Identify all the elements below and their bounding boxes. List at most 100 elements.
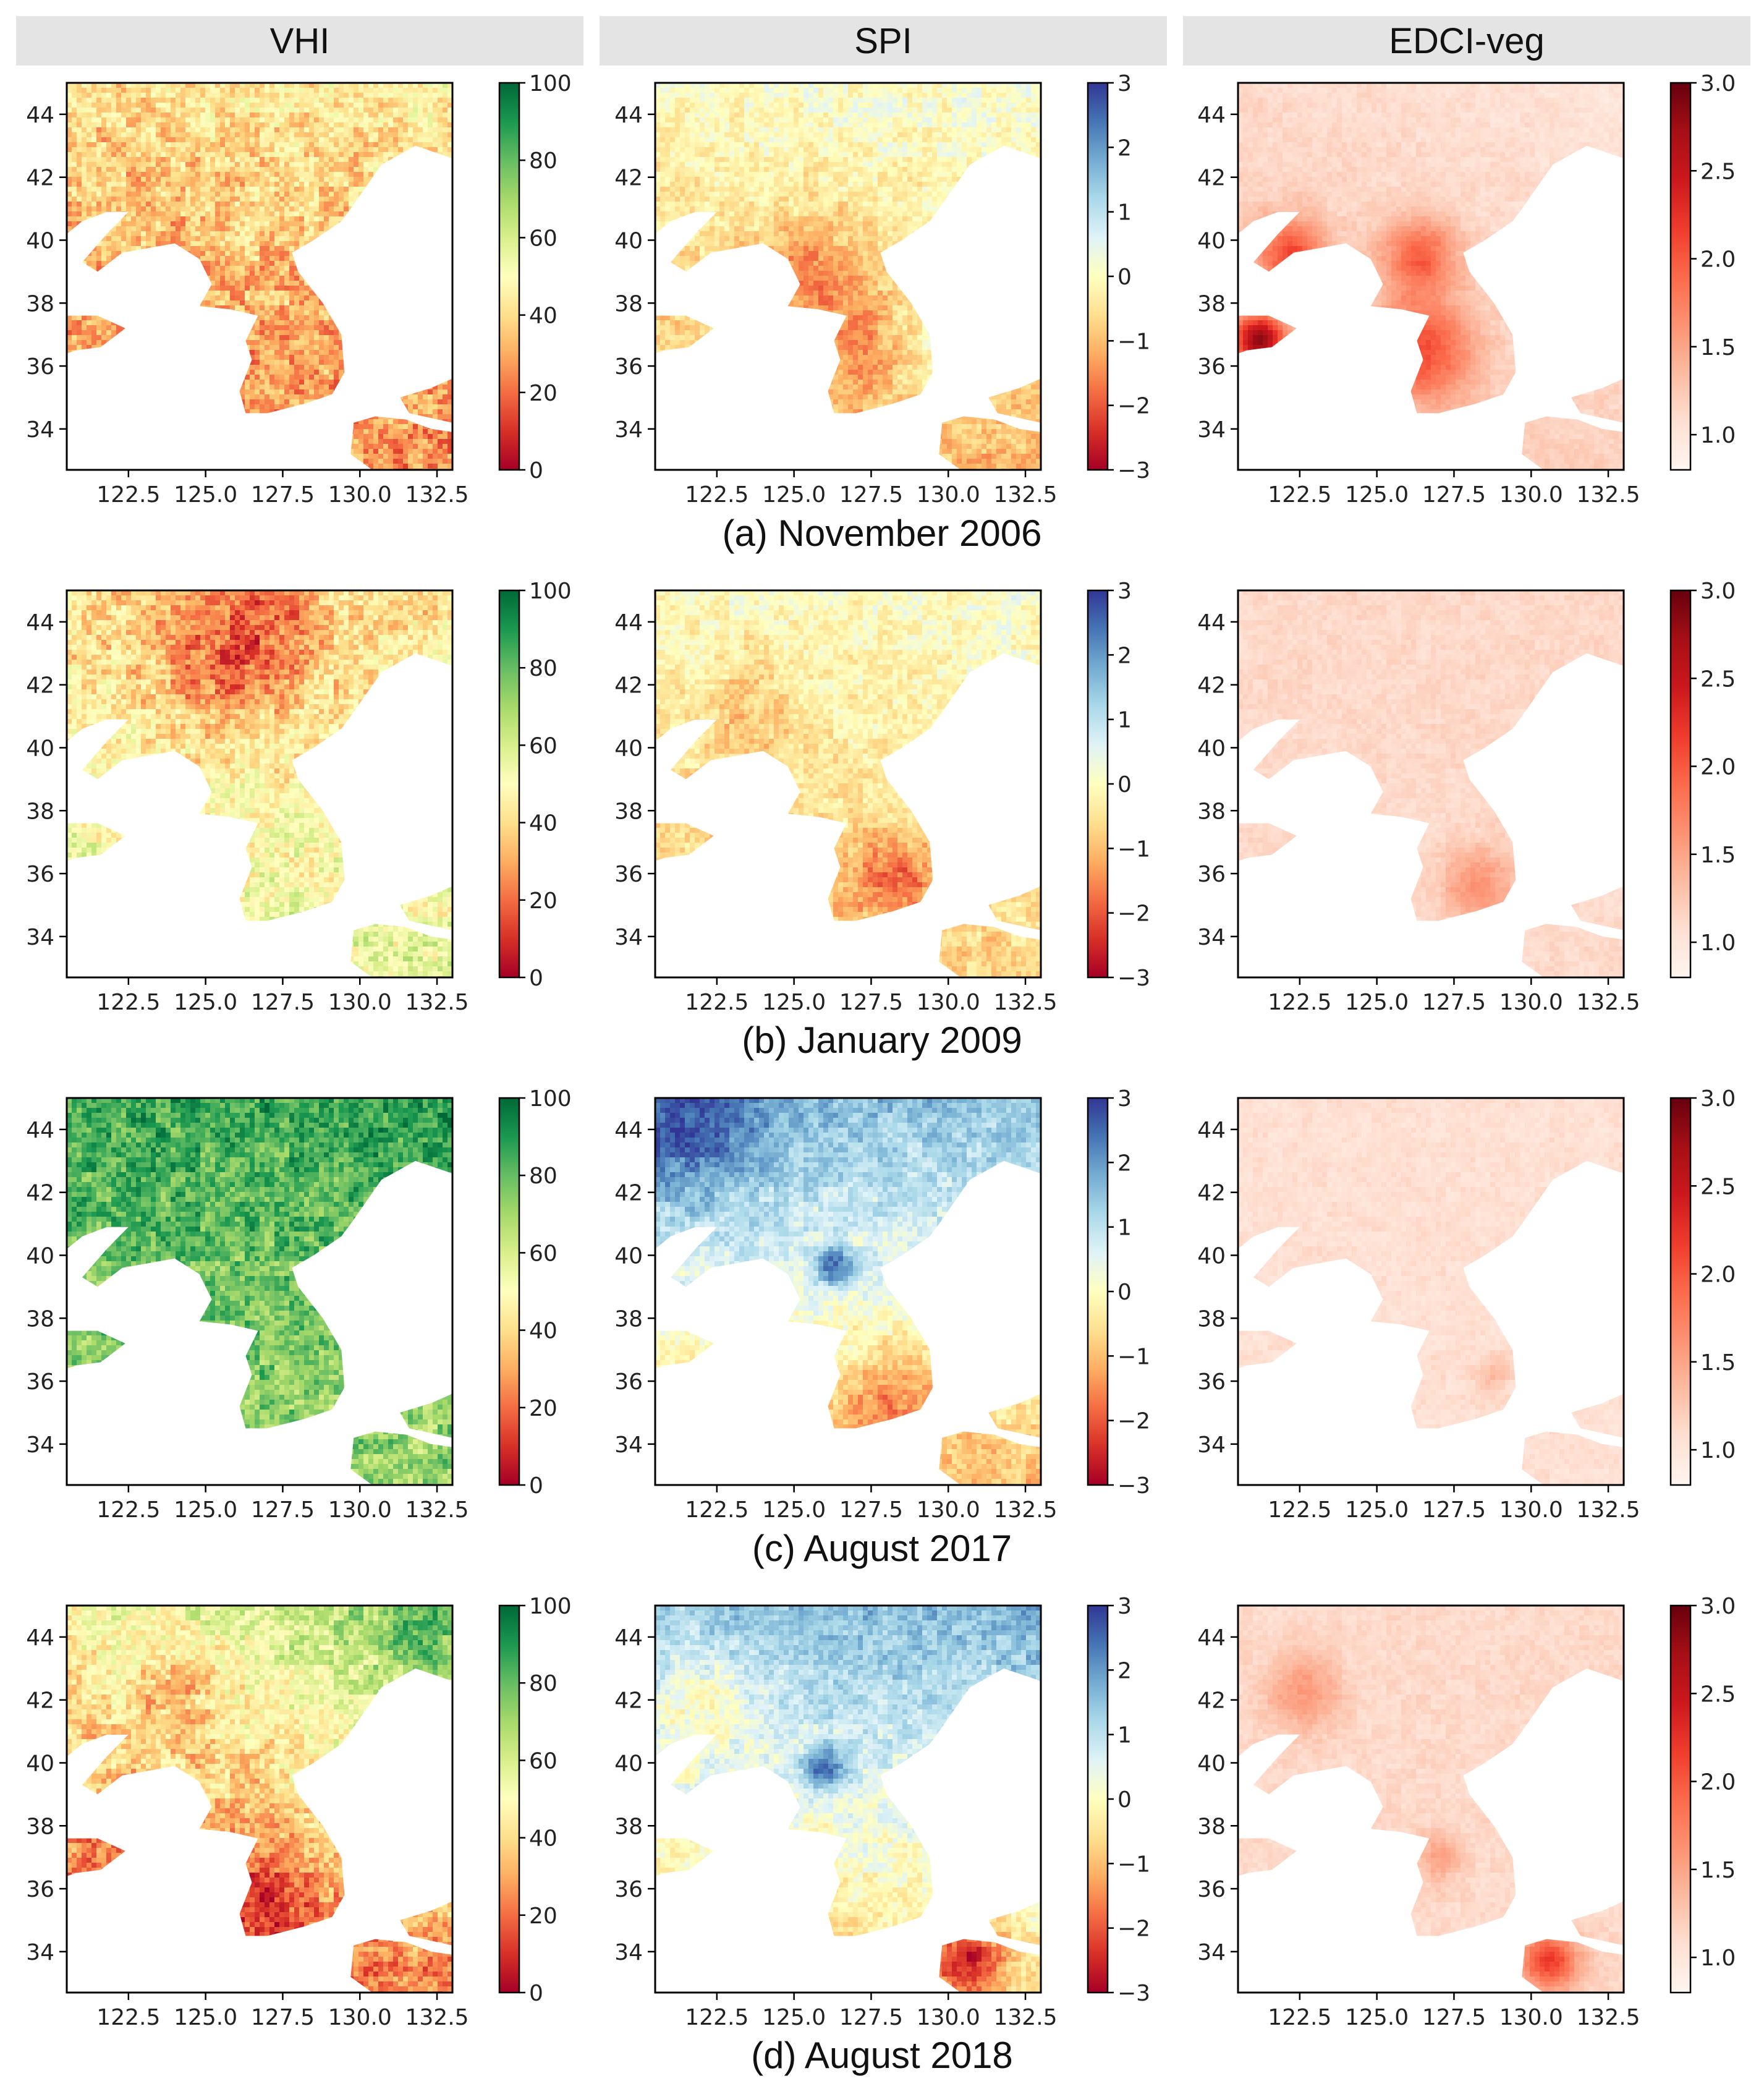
heatmap-cell	[433, 256, 438, 262]
heatmap-cell	[171, 241, 176, 247]
heatmap-cell	[289, 370, 295, 375]
heatmap-cell	[398, 231, 404, 237]
heatmap-cell	[309, 202, 315, 207]
heatmap-cell	[294, 251, 300, 257]
heatmap-cell	[210, 122, 216, 128]
heatmap-cell	[265, 226, 270, 232]
heatmap-cell	[269, 251, 275, 257]
heatmap-cell	[368, 103, 374, 108]
heatmap-cell	[230, 137, 235, 143]
heatmap-cell	[398, 251, 404, 257]
heatmap-cell	[319, 108, 324, 113]
heatmap-cell	[156, 221, 161, 227]
heatmap-cell	[225, 296, 231, 301]
heatmap-cell	[255, 127, 260, 133]
heatmap-cell	[373, 281, 379, 286]
heatmap-cell	[106, 147, 112, 153]
heatmap-cell	[230, 147, 235, 153]
heatmap-cell	[329, 202, 334, 207]
heatmap-cell	[106, 132, 112, 138]
heatmap-cell	[314, 375, 320, 380]
heatmap-cell	[358, 380, 364, 385]
heatmap-cell	[161, 211, 166, 217]
heatmap-cell	[171, 211, 176, 217]
heatmap-cell	[403, 231, 409, 237]
heatmap-cell	[294, 305, 300, 311]
heatmap-cell	[210, 202, 216, 207]
heatmap-cell	[378, 172, 384, 177]
heatmap-cell	[329, 226, 334, 232]
heatmap-cell	[438, 113, 443, 118]
heatmap-cell	[141, 330, 146, 336]
heatmap-cell	[210, 231, 216, 237]
heatmap-cell	[180, 157, 186, 163]
heatmap-cell	[200, 241, 206, 247]
heatmap-cell	[413, 137, 418, 143]
heatmap-cell	[210, 192, 216, 197]
heatmap-cell	[87, 251, 92, 257]
heatmap-cell	[289, 286, 295, 291]
heatmap-cell	[418, 325, 423, 331]
heatmap-cell	[433, 286, 438, 291]
heatmap-cell	[121, 355, 127, 360]
heatmap-cell	[294, 108, 300, 113]
heatmap-cell	[220, 162, 226, 168]
heatmap-cell	[230, 330, 235, 336]
heatmap-cell	[438, 251, 443, 257]
heatmap-cell	[274, 335, 280, 341]
heatmap-cell	[245, 310, 250, 316]
heatmap-cell	[171, 187, 176, 192]
heatmap-cell	[349, 246, 354, 252]
heatmap-cell	[166, 197, 171, 202]
heatmap-cell	[171, 103, 176, 108]
heatmap-cell	[180, 266, 186, 271]
heatmap-cell	[72, 226, 77, 232]
heatmap-cell	[96, 241, 102, 247]
heatmap-cell	[398, 216, 404, 222]
heatmap-cell	[195, 315, 201, 321]
heatmap-cell	[235, 98, 240, 103]
heatmap-cell	[319, 261, 324, 266]
heatmap-cell	[299, 103, 305, 108]
heatmap-cell	[225, 93, 231, 98]
heatmap-cell	[111, 127, 117, 133]
heatmap-cell	[363, 132, 369, 138]
heatmap-cell	[205, 93, 211, 98]
heatmap-cell	[151, 88, 156, 93]
heatmap-cell	[413, 375, 418, 380]
heatmap-cell	[96, 216, 102, 222]
heatmap-cell	[240, 251, 245, 257]
heatmap-cell	[185, 192, 191, 197]
heatmap-cell	[304, 310, 310, 316]
heatmap-cell	[368, 305, 374, 311]
heatmap-cell	[309, 182, 315, 187]
heatmap-cell	[91, 202, 97, 207]
heatmap-cell	[245, 296, 250, 301]
heatmap-cell	[171, 236, 176, 242]
heatmap-cell	[151, 340, 156, 346]
heatmap-cell	[299, 310, 305, 316]
heatmap-cell	[87, 286, 92, 291]
heatmap-cell	[121, 103, 127, 108]
heatmap-cell	[136, 370, 142, 375]
heatmap-cell	[220, 172, 226, 177]
heatmap-cell	[111, 325, 117, 331]
heatmap-cell	[210, 310, 216, 316]
heatmap-cell	[96, 271, 102, 276]
heatmap-cell	[87, 167, 92, 172]
heatmap-cell	[185, 147, 191, 153]
heatmap-cell	[87, 320, 92, 326]
heatmap-cell	[141, 360, 146, 365]
heatmap-cell	[161, 152, 166, 158]
heatmap-cell	[274, 108, 280, 113]
heatmap-cell	[388, 88, 394, 93]
heatmap-cell	[274, 182, 280, 187]
heatmap-cell	[166, 226, 171, 232]
heatmap-cell	[443, 162, 448, 168]
heatmap-cell	[388, 325, 394, 331]
heatmap-cell	[240, 261, 245, 266]
heatmap-cell	[205, 236, 211, 242]
heatmap-cell	[121, 345, 127, 351]
heatmap-cell	[185, 296, 191, 301]
heatmap-cell	[126, 113, 132, 118]
